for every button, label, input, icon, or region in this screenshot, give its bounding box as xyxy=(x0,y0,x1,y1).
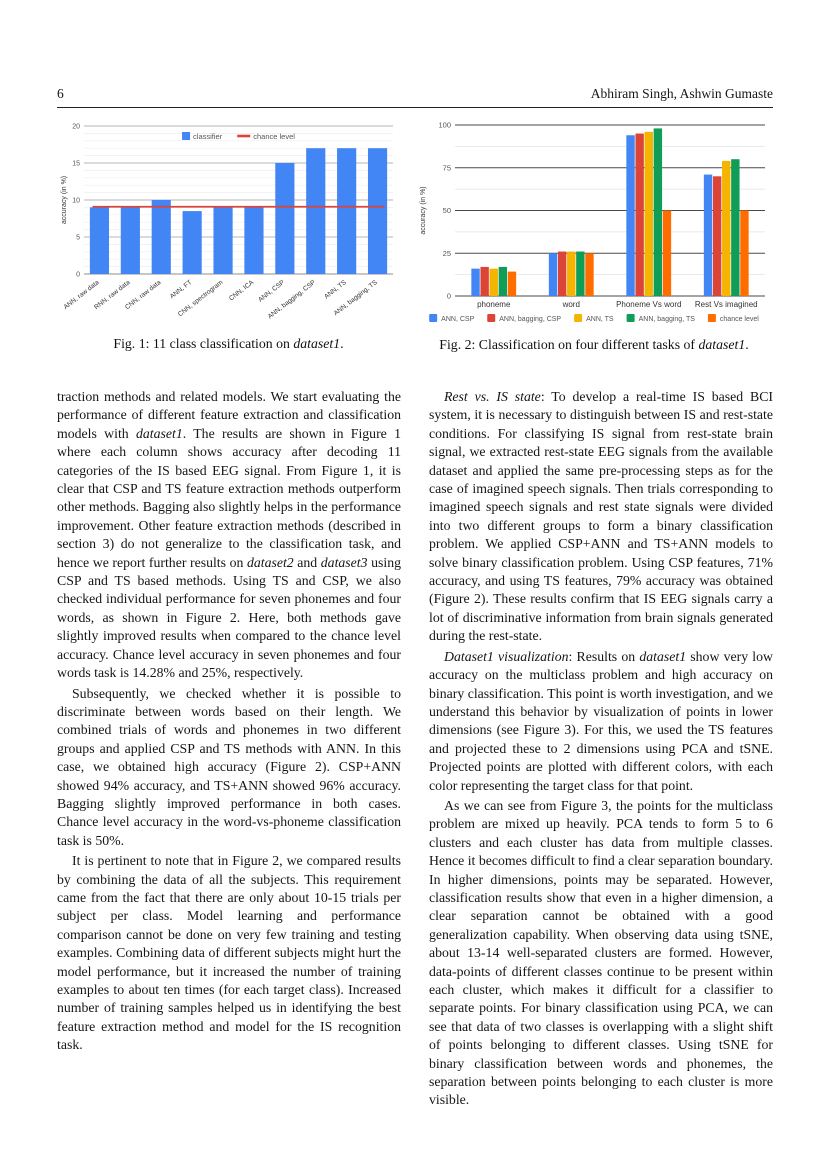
svg-text:50: 50 xyxy=(443,206,451,215)
svg-text:75: 75 xyxy=(443,163,451,172)
svg-text:chance level: chance level xyxy=(253,132,295,141)
svg-text:accuracy (in %): accuracy (in %) xyxy=(420,186,427,234)
svg-text:100: 100 xyxy=(438,121,451,130)
svg-text:20: 20 xyxy=(72,124,80,131)
right-column: Rest vs. IS state: To develop a real-tim… xyxy=(429,388,773,1110)
paragraph: As we can see from Figure 3, the points … xyxy=(429,797,773,1108)
figure-1: 0 5 10 15 20 ANN, raw data RNN, raw data CNN, r… xyxy=(57,118,400,352)
svg-text:CNN, ICA: CNN, ICA xyxy=(228,279,256,303)
svg-text:accuracy (in %): accuracy (in %) xyxy=(61,176,68,224)
fig2-caption: Fig. 2: Classification on four different… xyxy=(439,337,749,352)
svg-text:10: 10 xyxy=(72,198,80,205)
paragraph: Rest vs. IS state: To develop a real-tim… xyxy=(429,389,773,644)
svg-text:Phoneme Vs word: Phoneme Vs word xyxy=(616,300,681,309)
svg-text:classifier: classifier xyxy=(193,132,223,141)
svg-text:ANN, CSP: ANN, CSP xyxy=(257,279,286,304)
left-column: traction methods and related models. We … xyxy=(57,388,401,1055)
svg-text:ANN, bagging, CSP: ANN, bagging, CSP xyxy=(499,316,561,323)
svg-text:15: 15 xyxy=(72,161,80,168)
svg-text:word: word xyxy=(562,300,580,309)
page-header: 6 Abhiram Singh, Ashwin Gumaste xyxy=(57,86,773,108)
svg-text:0: 0 xyxy=(76,272,80,279)
figure-2: 0 25 50 75 100 phoneme word Phoneme Vs word Rest… xyxy=(415,118,773,353)
svg-text:25: 25 xyxy=(443,249,451,258)
fig1-caption: Fig. 1: 11 class classification on datas… xyxy=(113,336,344,351)
svg-text:0: 0 xyxy=(447,292,451,301)
svg-text:ANN, bagging, TS: ANN, bagging, TS xyxy=(639,316,696,323)
fig2-grouped-bar-chart: 0 25 50 75 100 phoneme word Phoneme Vs word Rest… xyxy=(420,121,765,323)
svg-text:Rest Vs imagined: Rest Vs imagined xyxy=(695,300,758,309)
running-authors: Abhiram Singh, Ashwin Gumaste xyxy=(590,86,773,101)
paragraph: Subsequently, we checked whether it is p… xyxy=(57,685,401,848)
svg-text:ANN, FT: ANN, FT xyxy=(169,279,194,300)
paragraph: Dataset1 visualization: Results on datas… xyxy=(429,648,773,793)
svg-text:chance level: chance level xyxy=(720,316,759,323)
svg-text:ANN, CSP: ANN, CSP xyxy=(441,316,474,323)
paragraph: It is pertinent to note that in Figure 2… xyxy=(57,853,401,1053)
svg-text:phoneme: phoneme xyxy=(477,300,511,309)
paragraph: traction methods and related models. We … xyxy=(57,389,401,681)
svg-text:5: 5 xyxy=(76,235,80,242)
svg-text:ANN, TS: ANN, TS xyxy=(323,279,348,301)
page-number: 6 xyxy=(57,86,64,101)
svg-text:ANN, TS: ANN, TS xyxy=(586,316,614,323)
